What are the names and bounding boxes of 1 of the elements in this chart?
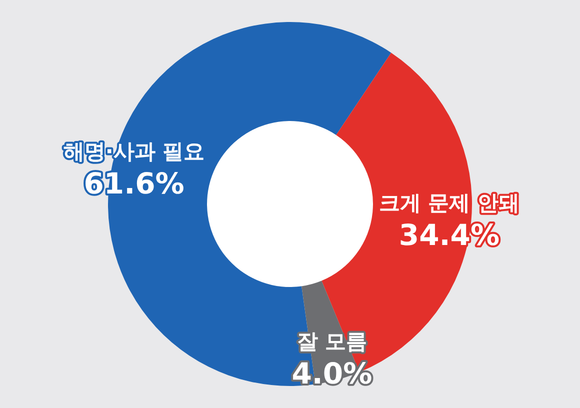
slice-label: 크게 문제 안돼 <box>378 190 520 215</box>
